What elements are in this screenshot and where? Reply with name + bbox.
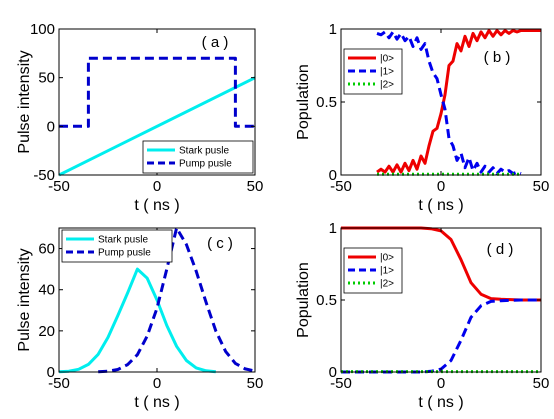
y-tick-label: 0: [47, 364, 55, 381]
legend: |0> |1> |2>: [343, 48, 403, 95]
y-tick-label: 50: [38, 70, 55, 87]
legend-label: |1>: [380, 67, 394, 78]
x-tick-label: 0: [437, 375, 445, 392]
y-tick-label: 20: [38, 323, 55, 340]
y-tick-label: 100: [30, 21, 55, 38]
x-tick-label: -50: [330, 375, 352, 392]
x-tick-label: -50: [330, 178, 352, 195]
legend-label: Stark pusle: [98, 235, 148, 246]
y-tick-label: 0: [329, 167, 337, 184]
y-tick-label: 0.5: [316, 94, 337, 111]
series-line-0: [376, 29, 541, 174]
x-axis-label: t ( ns ): [418, 197, 463, 214]
y-axis-label: Pulse intensity: [16, 248, 33, 351]
x-tick-label: -50: [48, 375, 70, 392]
series-line-1: [59, 56, 255, 128]
legend-label: Pump pusle: [179, 159, 232, 170]
series-line-0: [59, 267, 216, 374]
x-tick-label: 0: [153, 375, 161, 392]
x-axis-label: t ( ns ): [134, 197, 179, 214]
y-tick-label: 1: [329, 21, 337, 38]
x-tick-label: 50: [533, 375, 550, 392]
series-line-0: [59, 76, 255, 177]
legend-label: |1>: [380, 266, 394, 277]
panel-label: ( a ): [202, 34, 229, 51]
series-line-1: [341, 298, 541, 374]
legend-box: [61, 229, 173, 263]
x-tick-label: 0: [153, 178, 161, 195]
legend: Stark pusle Pump pusle: [142, 140, 254, 174]
y-tick-label: 60: [38, 241, 55, 258]
legend-label: |0>: [380, 253, 394, 264]
y-axis-label: Population: [295, 262, 312, 338]
legend-label: |2>: [380, 279, 394, 290]
legend: |0> |1> |2>: [343, 247, 403, 294]
x-tick-label: 50: [533, 178, 550, 195]
x-tick-label: 0: [437, 178, 445, 195]
y-tick-label: -50: [33, 167, 55, 184]
panel-label: ( d ): [487, 241, 514, 258]
y-axis-label: Pulse intensity: [16, 50, 33, 153]
y-tick-label: 40: [38, 282, 55, 299]
legend-label: Stark pusle: [179, 146, 229, 157]
panel-label: ( c ): [207, 235, 233, 252]
panel-label: ( b ): [484, 49, 511, 66]
y-tick-label: 0.5: [316, 292, 337, 309]
x-axis-label: t ( ns ): [134, 394, 179, 411]
y-tick-label: 1: [329, 220, 337, 237]
legend-label: |2>: [380, 80, 394, 91]
y-tick-label: 0: [329, 364, 337, 381]
x-axis-label: t ( ns ): [418, 394, 463, 411]
x-tick-label: 50: [247, 178, 264, 195]
series-line-1: [98, 226, 255, 374]
x-tick-label: -50: [48, 178, 70, 195]
legend-label: Pump pusle: [98, 248, 151, 259]
legend-label: |0>: [380, 54, 394, 65]
x-tick-label: 50: [247, 375, 264, 392]
panel-a: -50 0 50 -50 0 50 100 t ( ns ) Pulse intensity ( …: [16, 21, 263, 214]
legend: Stark pusle Pump pusle: [61, 229, 173, 263]
y-axis-label: Population: [295, 64, 312, 140]
legend-box: [142, 140, 254, 174]
y-tick-label: 0: [47, 118, 55, 135]
